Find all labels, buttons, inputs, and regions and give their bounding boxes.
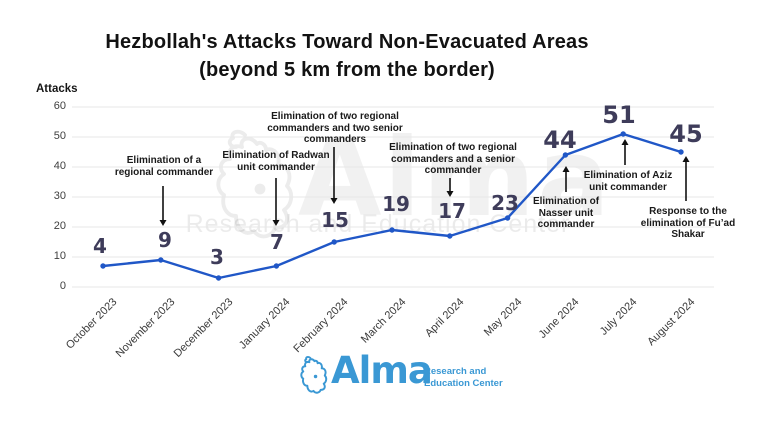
- annotation-line: Shakar: [671, 229, 705, 241]
- annotation-line: unit commander: [589, 181, 667, 193]
- data-point-marker: [562, 152, 569, 158]
- data-label: 45: [669, 120, 703, 148]
- y-tick-label: 0: [59, 280, 66, 292]
- annotation-line: Elimination of: [532, 196, 600, 207]
- data-label: 51: [602, 101, 636, 129]
- data-point-marker: [678, 149, 684, 155]
- annotation-line: elimination of Fu’ad: [640, 217, 736, 229]
- y-tick-label: 10: [53, 250, 66, 262]
- y-tick-label: 40: [53, 160, 66, 172]
- annotation-line: Nasser unit: [538, 207, 594, 219]
- y-tick-label: 20: [53, 220, 66, 232]
- annotation-line: commanders and two senior: [267, 122, 403, 134]
- data-point-marker: [389, 227, 395, 233]
- data-point-marker: [158, 257, 164, 263]
- chart-title-line1: Hezbollah's Attacks Toward Non-Evacuated…: [105, 31, 589, 53]
- annotation-line: Elimination of Aziz: [583, 170, 673, 181]
- alma-logo-map-icon: [300, 355, 328, 394]
- annotation-line: Elimination of two regional: [389, 142, 517, 153]
- annotation-arrow-head: [621, 139, 629, 145]
- annotation-arrow-head: [446, 191, 454, 197]
- annotation: Elimination of a regional commander: [99, 155, 229, 178]
- annotation-line: Elimination of Radwan: [222, 150, 330, 161]
- alma-map-watermark-icon: [216, 129, 294, 239]
- data-label: 44: [543, 126, 577, 154]
- annotation: Response to the elimination of Fu’ad Shaka…: [618, 206, 758, 241]
- annotation-line: unit commander: [237, 161, 315, 173]
- y-tick-label: 30: [53, 190, 66, 202]
- annotation-line: commanders: [303, 134, 367, 146]
- chart-title-line2: (beyond 5 km from the border): [199, 59, 495, 81]
- data-point-marker: [620, 131, 626, 137]
- y-tick-label: 50: [53, 130, 66, 142]
- alma-logo-tagline-line1: Research and: [424, 366, 487, 377]
- data-point-marker: [273, 263, 280, 269]
- data-point-marker: [504, 215, 511, 221]
- data-label: 15: [321, 208, 349, 232]
- annotation-arrow-head: [562, 166, 570, 172]
- annotation-line: regional commander: [114, 166, 214, 178]
- data-point-marker: [331, 239, 337, 245]
- annotation: Elimination of two regional commanders an…: [245, 111, 425, 146]
- data-label: 23: [491, 191, 519, 215]
- data-label: 7: [270, 230, 284, 254]
- annotation-line: Elimination of two regional: [271, 111, 399, 122]
- alma-logo-tagline: Research and Education Center: [424, 366, 503, 391]
- data-label: 9: [158, 228, 172, 252]
- alma-logo-text: Alma: [331, 349, 433, 392]
- annotation: Elimination of Radwan unit commander: [201, 150, 351, 173]
- annotation-arrow-head: [272, 220, 280, 226]
- data-point-marker: [100, 263, 106, 269]
- y-axis-title: Attacks: [36, 83, 78, 95]
- annotation: Elimination of Aziz unit commander: [563, 170, 693, 193]
- data-point-marker: [447, 233, 453, 239]
- annotation-line: commander: [424, 165, 482, 177]
- annotation-line: Response to the: [649, 206, 727, 217]
- annotation-line: commanders and a senior: [391, 153, 515, 165]
- annotation-line: commander: [537, 219, 595, 231]
- annotation-arrow-head: [159, 220, 167, 226]
- alma-logo-tagline-line2: Education Center: [424, 378, 503, 390]
- y-tick-label: 60: [53, 100, 66, 112]
- annotation-arrow-head: [330, 198, 338, 204]
- data-label: 17: [438, 199, 466, 223]
- annotation-line: Elimination of a: [126, 155, 202, 166]
- data-point-marker: [215, 275, 222, 281]
- data-label: 4: [93, 234, 107, 258]
- annotation: Elimination of Nasser unit commander: [516, 196, 616, 231]
- data-label: 19: [382, 192, 410, 216]
- annotation: Elimination of two regional commanders an…: [363, 142, 543, 177]
- annotation-arrow-head: [682, 156, 690, 162]
- data-label: 3: [210, 245, 224, 269]
